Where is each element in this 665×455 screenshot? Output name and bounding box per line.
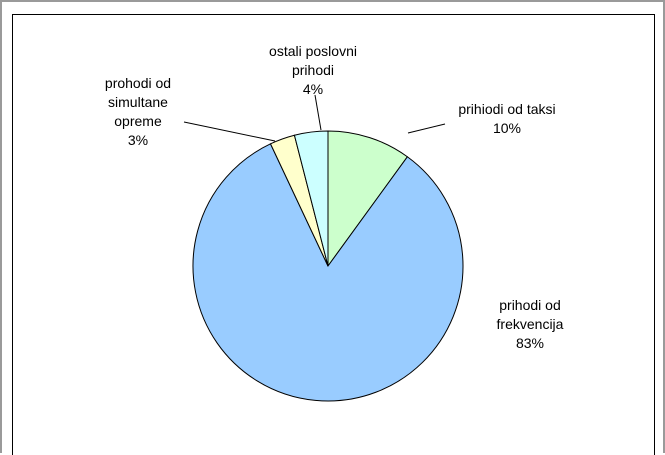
leader-line-2 bbox=[183, 121, 276, 142]
slice-label-2: opreme bbox=[114, 113, 162, 129]
slice-label-3: ostali poslovni bbox=[269, 43, 357, 59]
slice-percent-label-0: 10% bbox=[493, 120, 521, 136]
slice-label-2: simultane bbox=[108, 94, 168, 110]
slice-label-1: prihodi od bbox=[499, 297, 561, 313]
leader-line-3 bbox=[314, 94, 322, 131]
leader-line-0 bbox=[407, 123, 446, 134]
slice-percent-label-1: 83% bbox=[516, 335, 544, 351]
slice-percent-label-2: 3% bbox=[128, 132, 148, 148]
slice-label-0: prihiodi od taksi bbox=[458, 101, 555, 117]
pie-slice-1 bbox=[192, 143, 464, 402]
slice-label-2: prohodi od bbox=[105, 75, 171, 91]
slice-label-1: frekvencija bbox=[497, 316, 564, 332]
slice-label-3: prihodi bbox=[292, 62, 334, 78]
pie-slice-0 bbox=[327, 130, 409, 268]
slice-percent-label-3: 4% bbox=[303, 81, 323, 97]
pie-slice-3 bbox=[293, 130, 329, 267]
